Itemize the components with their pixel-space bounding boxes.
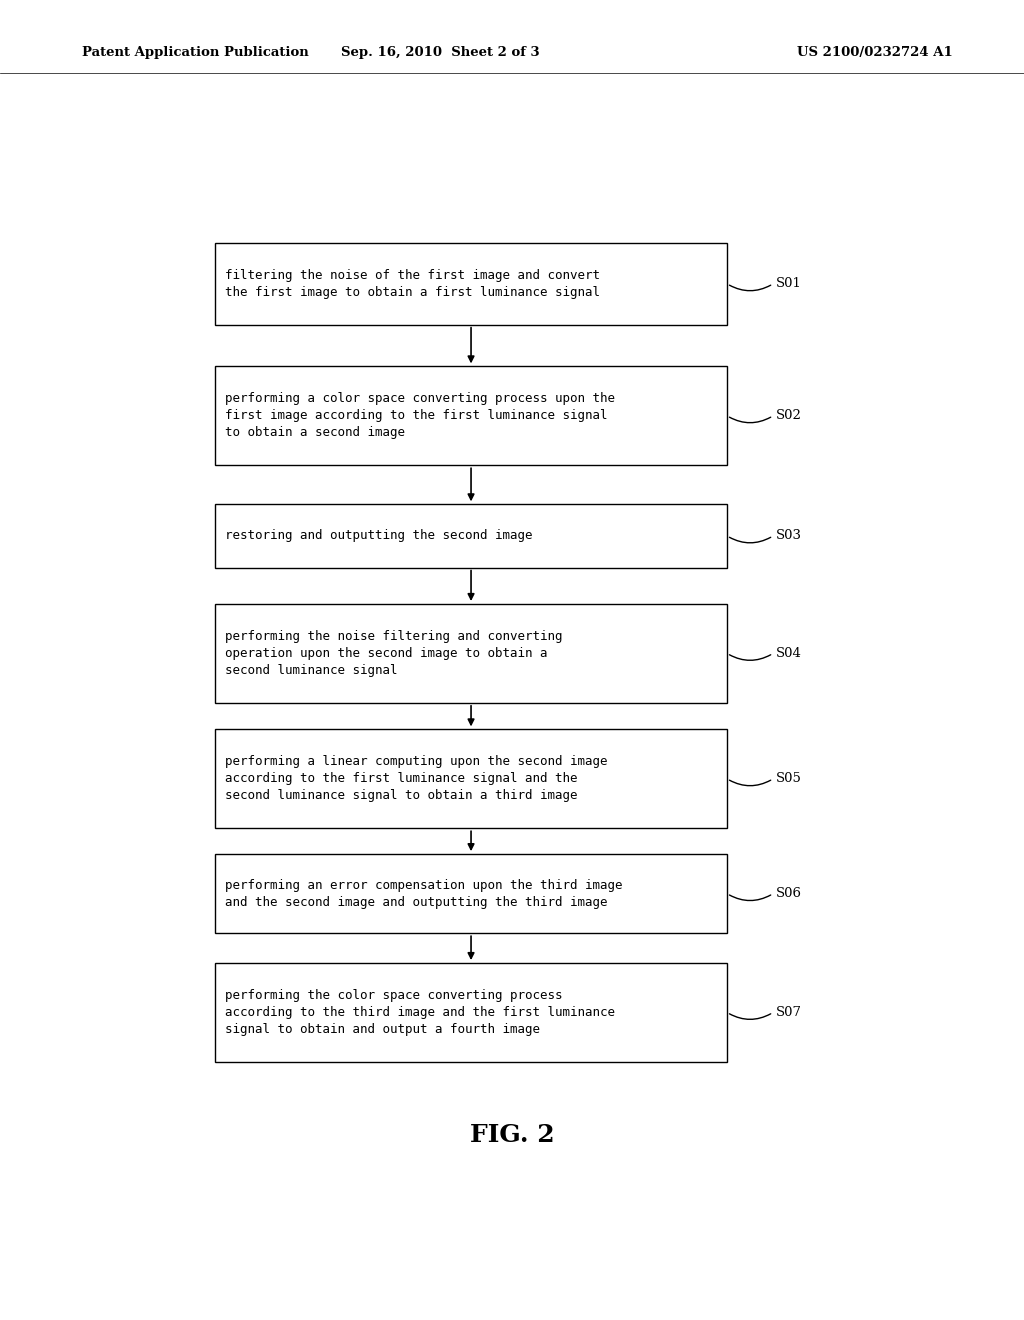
Text: S07: S07 [776, 1006, 802, 1019]
Text: S03: S03 [776, 529, 802, 543]
FancyBboxPatch shape [215, 964, 727, 1061]
Text: performing a color space converting process upon the
first image according to th: performing a color space converting proc… [225, 392, 615, 440]
Text: performing an error compensation upon the third image
and the second image and o: performing an error compensation upon th… [225, 879, 623, 908]
Text: restoring and outputting the second image: restoring and outputting the second imag… [225, 529, 532, 543]
Text: Sep. 16, 2010  Sheet 2 of 3: Sep. 16, 2010 Sheet 2 of 3 [341, 46, 540, 59]
FancyBboxPatch shape [215, 729, 727, 829]
Text: filtering the noise of the first image and convert
the first image to obtain a f: filtering the noise of the first image a… [225, 269, 600, 298]
FancyBboxPatch shape [215, 854, 727, 933]
Text: S06: S06 [776, 887, 802, 900]
FancyBboxPatch shape [215, 366, 727, 465]
Text: performing the color space converting process
according to the third image and t: performing the color space converting pr… [225, 989, 615, 1036]
Text: performing the noise filtering and converting
operation upon the second image to: performing the noise filtering and conve… [225, 630, 563, 677]
Text: S04: S04 [776, 647, 802, 660]
Text: S05: S05 [776, 772, 802, 785]
FancyBboxPatch shape [215, 504, 727, 568]
Text: Patent Application Publication: Patent Application Publication [82, 46, 308, 59]
Text: S01: S01 [776, 277, 802, 290]
Text: FIG. 2: FIG. 2 [470, 1123, 554, 1147]
Text: S02: S02 [776, 409, 802, 422]
Text: US 2100/0232724 A1: US 2100/0232724 A1 [797, 46, 952, 59]
Text: performing a linear computing upon the second image
according to the first lumin: performing a linear computing upon the s… [225, 755, 608, 803]
FancyBboxPatch shape [215, 243, 727, 325]
FancyBboxPatch shape [215, 605, 727, 702]
